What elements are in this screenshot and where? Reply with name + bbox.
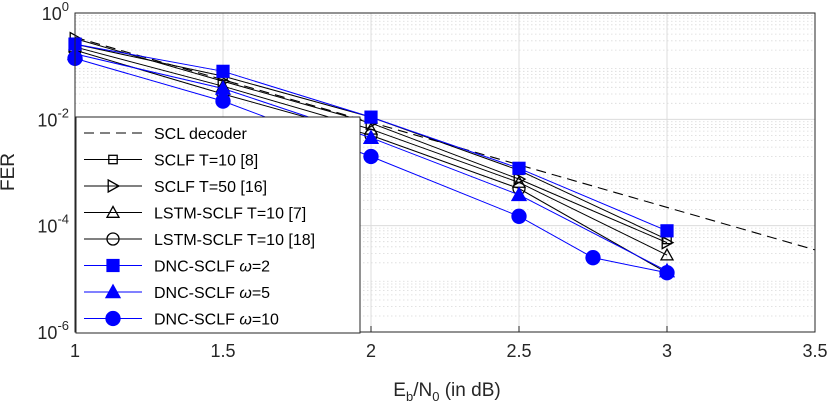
legend-entry: DNC-SCLF ω=5: [84, 283, 270, 302]
legend-marker: [108, 154, 118, 165]
x-tick-label: 3.5: [802, 341, 827, 361]
series-line: [74, 57, 668, 274]
legend-label: SCLF T=50 [16]: [154, 179, 267, 196]
legend-entry: SCLF T=50 [16]: [84, 178, 267, 196]
y-tick-label: 10-2: [37, 105, 69, 130]
legend-entry: DNC-SCLF ω=10: [84, 310, 279, 329]
legend-marker: [105, 310, 121, 327]
legend-marker: [107, 178, 121, 194]
data-point: [660, 224, 674, 238]
data-point: [362, 129, 380, 145]
x-tick-label: 3: [662, 341, 672, 361]
legend-entry: SCL decoder: [84, 126, 247, 143]
legend-label: LSTM-SCLF T=10 [7]: [154, 206, 306, 223]
legend-label: LSTM-SCLF T=10 [18]: [154, 232, 315, 249]
data-point: [364, 110, 378, 124]
axis-ticks: 1 1.5 2 2.5 3 3.5 100 10-2 10-4 10-6: [37, 0, 827, 361]
data-point: [659, 247, 675, 261]
x-tick-label: 2: [366, 341, 376, 361]
legend: SCL decoder SCLF T=10 [8] SCLF T=50 [16] LS…: [75, 116, 361, 334]
legend-box: [75, 116, 361, 334]
legend-entry: LSTM-SCLF T=10 [7]: [84, 205, 306, 223]
legend-label: DNC-SCLF ω=5: [154, 285, 270, 302]
legend-label: SCL decoder: [154, 126, 247, 143]
x-tick-label: 2.5: [506, 341, 531, 361]
data-point: [511, 208, 527, 224]
grid: [74, 12, 816, 333]
data-point: [585, 250, 601, 266]
x-tick-label: 1.5: [210, 341, 235, 361]
data-point: [363, 148, 379, 165]
x-tick-label: 1: [70, 341, 80, 361]
legend-marker: [105, 205, 121, 218]
legend-marker: [104, 283, 122, 299]
data-point: [216, 64, 230, 78]
y-tick-label: 10-4: [37, 212, 69, 237]
plot-area-border: [74, 12, 816, 333]
y-axis-label: FER: [0, 153, 19, 191]
data-point: [510, 186, 528, 202]
plot-series: [66, 31, 816, 281]
legend-entry: LSTM-SCLF T=10 [18]: [84, 232, 315, 249]
legend-label: SCLF T=10 [8]: [154, 153, 258, 170]
data-point: [661, 235, 675, 250]
data-point: [215, 93, 231, 109]
legend-label: DNC-SCLF ω=2: [154, 259, 270, 276]
y-tick-label: 10-6: [37, 318, 69, 343]
data-point: [512, 161, 526, 175]
legend-entry: SCLF T=10 [8]: [84, 153, 258, 170]
data-point: [659, 265, 675, 281]
series-dnc-sclf-10: [67, 50, 675, 281]
legend-label: DNC-SCLF ω=10: [154, 312, 279, 329]
legend-marker: [106, 258, 120, 273]
legend-entry: DNC-SCLF ω=2: [84, 259, 270, 276]
y-tick-label: 100: [42, 0, 69, 24]
legend-marker: [106, 232, 120, 246]
x-axis-label: Eb/N0 (in dB): [393, 380, 500, 404]
